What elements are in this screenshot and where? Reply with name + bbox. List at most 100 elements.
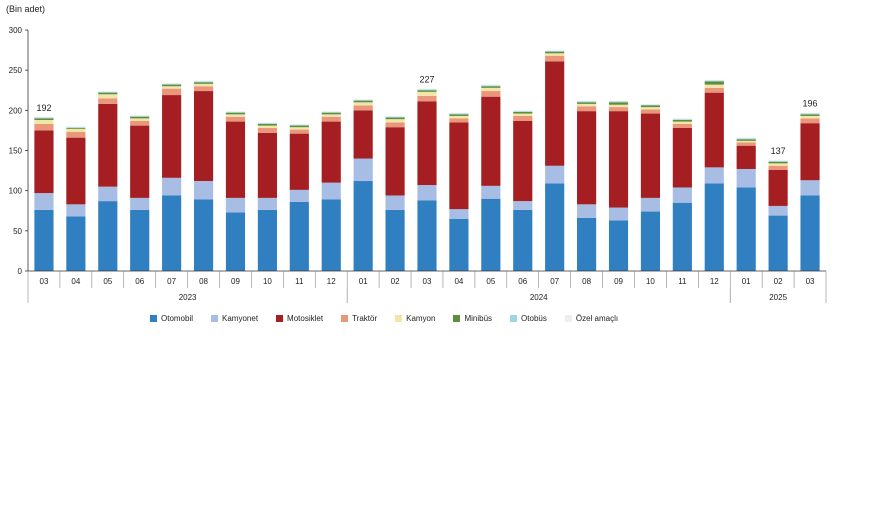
year-label: 2025	[769, 293, 787, 302]
total-label: 137	[771, 146, 786, 156]
bar-segment	[34, 209, 54, 271]
bar-segment	[768, 169, 788, 206]
bar-segment	[193, 81, 214, 83]
bar-segment	[193, 83, 214, 87]
bar-segment	[577, 111, 597, 205]
legend-item: Otobüs	[510, 311, 547, 325]
bar-segment	[800, 112, 820, 114]
bar-segment	[608, 220, 629, 271]
x-tick-label: 08	[199, 277, 208, 286]
bar-segment	[193, 86, 214, 92]
bar-segment	[130, 197, 150, 210]
bar-segment	[608, 111, 629, 208]
y-tick-label: 100	[9, 187, 23, 196]
bar-segment	[225, 197, 246, 213]
x-tick-label: 12	[327, 277, 336, 286]
x-tick-label: 07	[550, 277, 559, 286]
bar-segment	[449, 209, 469, 219]
bar-segment	[385, 122, 405, 128]
bar-segment	[513, 201, 533, 210]
bar-segment	[130, 120, 150, 126]
bar-segment	[704, 92, 724, 168]
bar-segment	[481, 85, 501, 87]
y-tick-label: 0	[18, 267, 23, 276]
bar-segment	[800, 114, 820, 116]
bar-segment	[608, 102, 629, 105]
bar-segment	[162, 83, 182, 84]
bar-segment	[321, 114, 341, 117]
bar-segment	[481, 96, 501, 186]
legend-swatch	[211, 314, 219, 322]
unit-label: (Bin adet)	[6, 4, 46, 14]
bar-segment	[545, 165, 565, 184]
bar-segment	[449, 113, 469, 115]
bars-layer	[34, 50, 820, 271]
bar-segment	[98, 92, 118, 95]
bar-segment	[385, 209, 405, 271]
x-tick-label: 08	[582, 277, 591, 286]
year-label: 2023	[179, 293, 197, 302]
bar-segment	[640, 109, 661, 114]
x-axis: 03 04 05 06 07 08 09 10 11 12 01 02 03 04 05 06 07 08 09 10…	[27, 270, 827, 303]
bar-segment	[225, 116, 246, 122]
bar-segment	[577, 217, 597, 271]
bar-segment	[66, 127, 86, 128]
bar-segment	[768, 163, 788, 166]
bar-segment	[513, 111, 533, 114]
bar-segment	[66, 137, 86, 205]
x-tick-label: 09	[231, 277, 240, 286]
bar-segment	[672, 119, 692, 122]
bar-segment	[321, 182, 341, 200]
legend-label: Motosiklet	[287, 313, 324, 323]
bar-segment	[289, 129, 309, 134]
bar-segment	[385, 115, 405, 117]
bar-segment	[34, 193, 54, 210]
bar-segment	[162, 83, 182, 85]
bar-segment	[545, 55, 565, 62]
bar-segment	[736, 145, 756, 169]
bar-segment	[577, 102, 597, 104]
legend-label: Minibüs	[464, 313, 493, 323]
bar-segment	[513, 111, 533, 112]
bar-segment	[417, 101, 437, 186]
bar-segment	[34, 116, 54, 118]
bar-segment	[225, 111, 246, 112]
bar-segment	[321, 199, 341, 271]
bar-segment	[353, 102, 373, 106]
x-tick-label: 03	[806, 277, 815, 286]
bar-segment	[704, 79, 724, 81]
bar-segment	[513, 120, 533, 202]
bar-segment	[577, 106, 597, 112]
bar-segment	[672, 123, 692, 129]
bar-segment	[513, 209, 533, 271]
total-label: 227	[419, 75, 434, 85]
bar-segment	[162, 84, 182, 87]
bar-segment	[736, 137, 756, 139]
legend-item: Kamyonet	[211, 311, 258, 325]
bar-segment	[608, 101, 629, 103]
legend-swatch	[341, 314, 349, 322]
legend-swatch	[276, 314, 284, 322]
legend-label: Traktör	[352, 313, 378, 323]
bar-segment	[449, 112, 469, 114]
bar-segment	[257, 128, 277, 133]
x-tick-label: 09	[614, 277, 623, 286]
bar-segment	[768, 161, 788, 164]
legend-item: Özel amaçlı	[564, 311, 618, 325]
bar-segment	[353, 105, 373, 111]
bar-segment	[257, 123, 277, 124]
bar-segment	[66, 216, 86, 271]
bar-segment	[481, 185, 501, 199]
x-tick-label: 07	[167, 277, 176, 286]
bar-segment	[672, 119, 692, 120]
bar-segment	[98, 103, 118, 187]
bar-segment	[545, 53, 565, 56]
bar-segment	[289, 124, 309, 126]
legend-swatch	[395, 314, 403, 322]
bar-segment	[353, 99, 373, 100]
bar-segment	[545, 61, 565, 166]
bar-segment	[704, 183, 724, 271]
legend-swatch	[453, 314, 461, 322]
y-tick-label: 200	[9, 106, 23, 115]
